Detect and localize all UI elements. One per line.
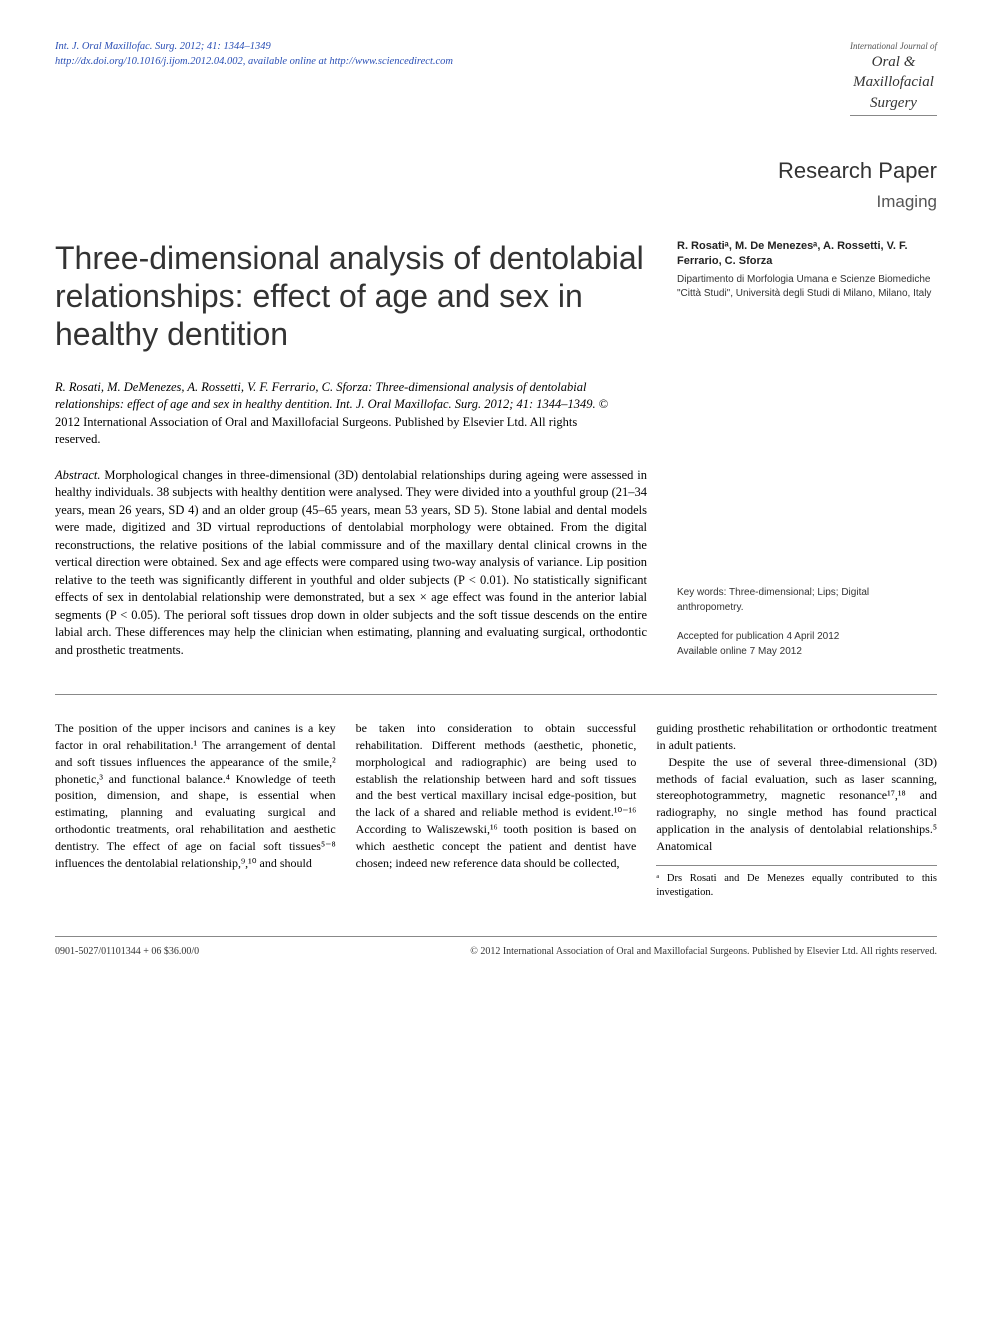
doi-link[interactable]: http://dx.doi.org/10.1016/j.ijom.2012.04…: [55, 56, 243, 67]
abstract-sidebar: Key words: Three-dimensional; Lips; Digi…: [677, 585, 937, 659]
publication-dates: Accepted for publication 4 April 2012 Av…: [677, 629, 937, 659]
column-3: guiding prosthetic rehabilitation or ort…: [656, 720, 937, 901]
title-row: Three-dimensional analysis of dentolabia…: [55, 239, 937, 354]
body-p3b: Despite the use of several three-dimensi…: [656, 754, 937, 855]
page-header: Int. J. Oral Maxillofac. Surg. 2012; 41:…: [55, 40, 937, 116]
column-1: The position of the upper incisors and c…: [55, 720, 336, 901]
keywords: Key words: Three-dimensional; Lips; Digi…: [677, 585, 937, 615]
journal-logo: International Journal of Oral & Maxillof…: [850, 40, 937, 116]
logo-line2: Oral &: [850, 52, 937, 72]
accepted-date: Accepted for publication 4 April 2012: [677, 629, 937, 644]
body-p2: be taken into consideration to obtain su…: [356, 720, 637, 871]
sub-label: Imaging: [55, 191, 937, 214]
full-citation: R. Rosati, M. DeMenezes, A. Rossetti, V.…: [55, 379, 615, 449]
section-divider: [55, 694, 937, 695]
available-date: Available online 7 May 2012: [677, 644, 937, 659]
logo-line1: International Journal of: [850, 40, 937, 52]
journal-ref: Int. J. Oral Maxillofac. Surg. 2012; 41:…: [55, 41, 271, 52]
title-block: Three-dimensional analysis of dentolabia…: [55, 239, 647, 354]
logo-line4: Surgery: [850, 93, 937, 116]
doi-tail: , available online at http://www.science…: [243, 56, 453, 67]
section-label: Research Paper: [55, 156, 937, 186]
column-2: be taken into consideration to obtain su…: [356, 720, 637, 901]
author-names: R. Rosatiᵃ, M. De Menezesᵃ, A. Rossetti,…: [677, 239, 937, 270]
body-columns: The position of the upper incisors and c…: [55, 720, 937, 901]
header-citation: Int. J. Oral Maxillofac. Surg. 2012; 41:…: [55, 40, 453, 69]
abstract-body: Morphological changes in three-dimension…: [55, 468, 647, 657]
logo-line3: Maxillofacial: [850, 72, 937, 92]
abstract-text: Abstract. Morphological changes in three…: [55, 467, 647, 660]
page-footer: 0901-5027/01101344 + 06 $36.00/0 © 2012 …: [55, 936, 937, 959]
authors-block: R. Rosatiᵃ, M. De Menezesᵃ, A. Rossetti,…: [677, 239, 937, 354]
abstract-label: Abstract.: [55, 468, 100, 482]
article-title: Three-dimensional analysis of dentolabia…: [55, 239, 647, 354]
body-p3a: guiding prosthetic rehabilitation or ort…: [656, 720, 937, 754]
footer-right: © 2012 International Association of Oral…: [470, 945, 937, 959]
footnote: ᵃ Drs Rosati and De Menezes equally cont…: [656, 865, 937, 901]
footer-left: 0901-5027/01101344 + 06 $36.00/0: [55, 945, 199, 959]
author-affiliation: Dipartimento di Morfologia Umana e Scien…: [677, 273, 937, 301]
citation-authors: R. Rosati, M. DeMenezes, A. Rossetti, V.…: [55, 380, 372, 394]
abstract-row: Abstract. Morphological changes in three…: [55, 467, 937, 660]
body-p1: The position of the upper incisors and c…: [55, 720, 336, 871]
